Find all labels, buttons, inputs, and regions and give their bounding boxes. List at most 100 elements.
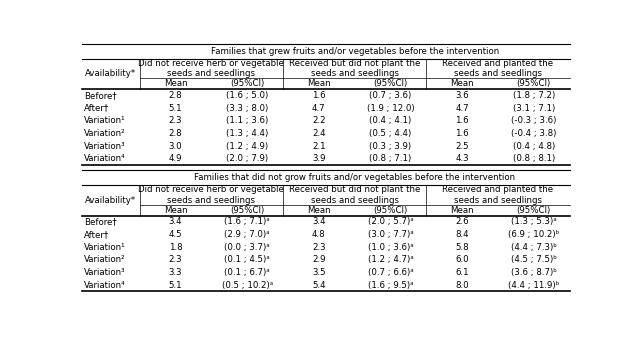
Text: Variation⁴: Variation⁴ <box>84 281 126 289</box>
Text: 8.0: 8.0 <box>455 281 469 289</box>
Text: 2.3: 2.3 <box>169 255 183 264</box>
Text: Variation⁴: Variation⁴ <box>84 154 126 163</box>
Text: 6.1: 6.1 <box>455 268 469 277</box>
Text: (4.5 ; 7.5)ᵇ: (4.5 ; 7.5)ᵇ <box>511 255 557 264</box>
Text: (3.1 ; 7.1): (3.1 ; 7.1) <box>513 104 555 113</box>
Text: 1.8: 1.8 <box>169 243 183 252</box>
Text: (0.3 ; 3.9): (0.3 ; 3.9) <box>370 142 411 151</box>
Text: (-0.3 ; 3.6): (-0.3 ; 3.6) <box>511 116 557 125</box>
Text: Before†: Before† <box>84 91 117 100</box>
Text: Received but did not plant the
seeds and seedlings: Received but did not plant the seeds and… <box>289 185 420 205</box>
Text: 6.0: 6.0 <box>455 255 469 264</box>
Text: 1.6: 1.6 <box>312 91 326 100</box>
Text: (6.9 ; 10.2)ᵇ: (6.9 ; 10.2)ᵇ <box>508 230 559 239</box>
Text: (0.7 ; 3.6): (0.7 ; 3.6) <box>370 91 411 100</box>
Text: 2.8: 2.8 <box>169 129 183 138</box>
Text: (0.0 ; 3.7)ᵃ: (0.0 ; 3.7)ᵃ <box>224 243 270 252</box>
Text: 2.3: 2.3 <box>169 116 183 125</box>
Text: (2.0 ; 5.7)ᵃ: (2.0 ; 5.7)ᵃ <box>368 218 413 226</box>
Text: (0.8 ; 8.1): (0.8 ; 8.1) <box>513 154 555 163</box>
Text: (0.8 ; 7.1): (0.8 ; 7.1) <box>370 154 411 163</box>
Text: 5.1: 5.1 <box>169 281 183 289</box>
Text: 3.0: 3.0 <box>169 142 183 151</box>
Text: (1.2 ; 4.9): (1.2 ; 4.9) <box>226 142 268 151</box>
Text: 5.8: 5.8 <box>455 243 469 252</box>
Text: (1.1 ; 3.6): (1.1 ; 3.6) <box>226 116 268 125</box>
Text: (95%CI): (95%CI) <box>373 206 408 215</box>
Text: (0.4 ; 4.1): (0.4 ; 4.1) <box>370 116 411 125</box>
Text: Variation¹: Variation¹ <box>84 243 126 252</box>
Text: 4.3: 4.3 <box>455 154 469 163</box>
Text: (0.5 ; 10.2)ᵃ: (0.5 ; 10.2)ᵃ <box>222 281 273 289</box>
Text: (1.2 ; 4.7)ᵃ: (1.2 ; 4.7)ᵃ <box>368 255 413 264</box>
Text: (95%CI): (95%CI) <box>230 206 264 215</box>
Text: Mean: Mean <box>307 79 331 88</box>
Text: Families that did not grow fruits and/or vegetables before the intervention: Families that did not grow fruits and/or… <box>194 173 515 182</box>
Text: Availability*: Availability* <box>85 69 136 78</box>
Text: 3.4: 3.4 <box>169 218 183 226</box>
Text: Families that grew fruits and/or vegetables before the intervention: Families that grew fruits and/or vegetab… <box>210 47 499 56</box>
Text: (1.9 ; 12.0): (1.9 ; 12.0) <box>366 104 414 113</box>
Text: Variation³: Variation³ <box>84 142 126 151</box>
Text: After†: After† <box>84 104 109 113</box>
Text: Mean: Mean <box>450 79 474 88</box>
Text: 2.6: 2.6 <box>455 218 469 226</box>
Text: (3.6 ; 8.7)ᵇ: (3.6 ; 8.7)ᵇ <box>511 268 557 277</box>
Text: Received and planted the
seeds and seedlings: Received and planted the seeds and seedl… <box>443 59 553 78</box>
Text: 2.3: 2.3 <box>312 243 326 252</box>
Text: (0.7 ; 6.6)ᵃ: (0.7 ; 6.6)ᵃ <box>368 268 413 277</box>
Text: (3.0 ; 7.7)ᵃ: (3.0 ; 7.7)ᵃ <box>368 230 413 239</box>
Text: 8.4: 8.4 <box>455 230 469 239</box>
Text: 2.8: 2.8 <box>169 91 183 100</box>
Text: 3.4: 3.4 <box>312 218 326 226</box>
Text: Mean: Mean <box>164 206 187 215</box>
Text: (1.6 ; 5.0): (1.6 ; 5.0) <box>226 91 268 100</box>
Text: (95%CI): (95%CI) <box>517 79 551 88</box>
Text: 4.7: 4.7 <box>312 104 326 113</box>
Text: (95%CI): (95%CI) <box>230 79 264 88</box>
Text: Mean: Mean <box>307 206 331 215</box>
Text: 4.9: 4.9 <box>169 154 182 163</box>
Text: 5.4: 5.4 <box>312 281 326 289</box>
Text: (1.3 ; 5.3)ᵃ: (1.3 ; 5.3)ᵃ <box>511 218 557 226</box>
Text: 3.6: 3.6 <box>455 91 469 100</box>
Text: (-0.4 ; 3.8): (-0.4 ; 3.8) <box>511 129 557 138</box>
Text: (95%CI): (95%CI) <box>517 206 551 215</box>
Text: 4.5: 4.5 <box>169 230 183 239</box>
Text: (95%CI): (95%CI) <box>373 79 408 88</box>
Text: Variation³: Variation³ <box>84 268 126 277</box>
Text: Before†: Before† <box>84 218 117 226</box>
Text: (1.3 ; 4.4): (1.3 ; 4.4) <box>226 129 268 138</box>
Text: (2.0 ; 7.9): (2.0 ; 7.9) <box>226 154 268 163</box>
Text: 4.8: 4.8 <box>312 230 326 239</box>
Text: 2.2: 2.2 <box>312 116 326 125</box>
Text: (0.1 ; 4.5)ᵃ: (0.1 ; 4.5)ᵃ <box>224 255 270 264</box>
Text: Mean: Mean <box>450 206 474 215</box>
Text: (0.1 ; 6.7)ᵃ: (0.1 ; 6.7)ᵃ <box>224 268 270 277</box>
Text: (0.5 ; 4.4): (0.5 ; 4.4) <box>370 129 411 138</box>
Text: 3.3: 3.3 <box>169 268 183 277</box>
Text: Variation²: Variation² <box>84 129 126 138</box>
Text: (4.4 ; 7.3)ᵇ: (4.4 ; 7.3)ᵇ <box>511 243 557 252</box>
Text: 1.6: 1.6 <box>455 116 469 125</box>
Text: (1.8 ; 7.2): (1.8 ; 7.2) <box>513 91 555 100</box>
Text: 5.1: 5.1 <box>169 104 183 113</box>
Text: Received and planted the
seeds and seedlings: Received and planted the seeds and seedl… <box>443 185 553 205</box>
Text: 4.7: 4.7 <box>455 104 469 113</box>
Text: After†: After† <box>84 230 109 239</box>
Text: Did not receive herb or vegetable
seeds and seedlings: Did not receive herb or vegetable seeds … <box>138 185 284 205</box>
Text: Mean: Mean <box>164 79 187 88</box>
Text: 1.6: 1.6 <box>455 129 469 138</box>
Text: 2.9: 2.9 <box>312 255 326 264</box>
Text: (4.4 ; 11.9)ᵇ: (4.4 ; 11.9)ᵇ <box>508 281 559 289</box>
Text: 3.5: 3.5 <box>312 268 326 277</box>
Text: (3.3 ; 8.0): (3.3 ; 8.0) <box>226 104 268 113</box>
Text: Received but did not plant the
seeds and seedlings: Received but did not plant the seeds and… <box>289 59 420 78</box>
Text: (0.4 ; 4.8): (0.4 ; 4.8) <box>513 142 555 151</box>
Text: 3.9: 3.9 <box>312 154 326 163</box>
Text: Variation¹: Variation¹ <box>84 116 126 125</box>
Text: (1.6 ; 7.1)ᵃ: (1.6 ; 7.1)ᵃ <box>224 218 270 226</box>
Text: Variation²: Variation² <box>84 255 126 264</box>
Text: Availability*: Availability* <box>85 196 136 205</box>
Text: 2.5: 2.5 <box>455 142 469 151</box>
